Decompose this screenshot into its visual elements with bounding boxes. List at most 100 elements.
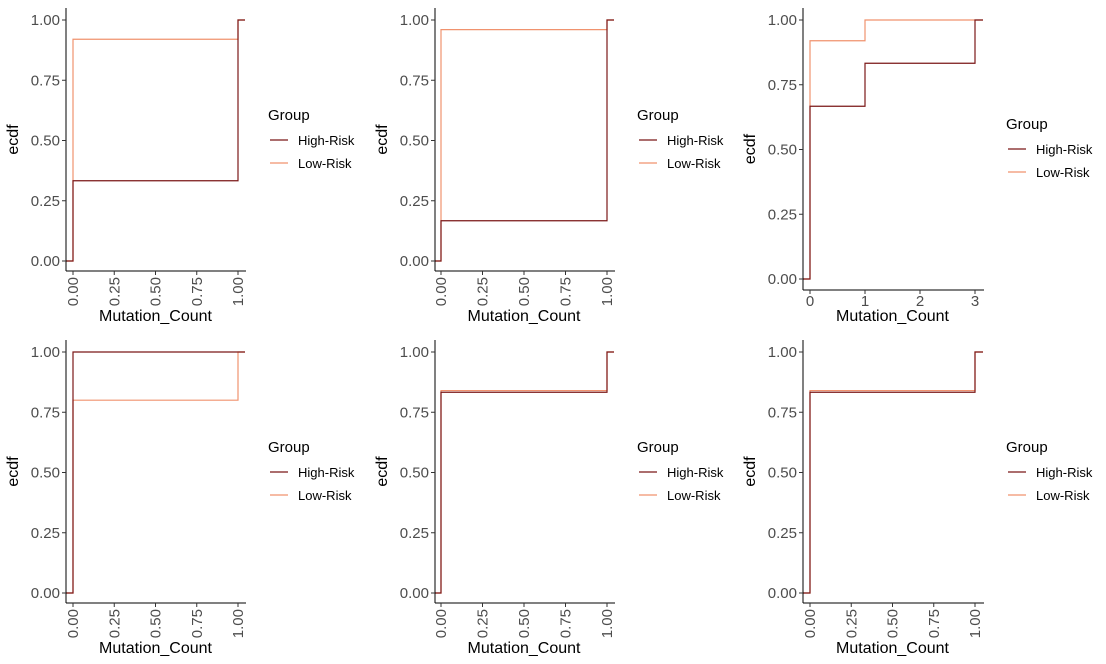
x-tick-label: 0.75	[189, 609, 206, 638]
x-tick-label: 0.00	[433, 277, 450, 306]
y-tick-label: 0.25	[400, 525, 429, 542]
y-tick-label: 0.25	[768, 525, 797, 542]
series-line-low-risk	[66, 19, 245, 262]
x-tick-label: 0.50	[516, 609, 533, 638]
series-line-low-risk	[803, 351, 983, 594]
x-tick-label: 0.25	[106, 609, 123, 638]
series-line-high-risk	[435, 351, 614, 594]
x-tick-label: 0.00	[433, 609, 450, 638]
legend-label: High-Risk	[1036, 142, 1093, 157]
y-tick-label: 1.00	[400, 344, 429, 361]
legend-label: Low-Risk	[1036, 165, 1090, 180]
x-axis-title: Mutation_Count	[468, 640, 582, 657]
ecdf-panel-5: 0.00 0.25 0.50 0.75 1.00 0.00 0.25 0.50 0.75 1.00…	[374, 340, 724, 657]
legend-title: Group	[1006, 116, 1048, 133]
x-tick-label: 0.75	[558, 609, 575, 638]
x-tick-label: 0.25	[475, 277, 492, 306]
y-tick-label: 0.25	[400, 193, 429, 210]
ecdf-panel-2: 0.00 0.25 0.50 0.75 1.00 0.00 0.25 0.50 0.75 1.00…	[374, 8, 724, 325]
legend-label: Low-Risk	[1036, 488, 1090, 503]
legend-title: Group	[637, 439, 679, 456]
x-tick-label: 0.50	[148, 609, 165, 638]
y-tick-label: 0.75	[31, 404, 60, 421]
x-tick-label: 0.50	[516, 277, 533, 306]
y-axis-title: ecdf	[374, 124, 391, 155]
series-line-high-risk	[66, 351, 245, 594]
y-tick-label: 0.25	[31, 525, 60, 542]
y-tick-label: 1.00	[400, 12, 429, 29]
x-tick-label: 0.75	[926, 609, 943, 638]
y-tick-label: 0.75	[768, 404, 797, 421]
legend: Group High-Risk Low-Risk	[268, 107, 355, 171]
series-line-high-risk	[435, 19, 614, 262]
y-tick-label: 0.25	[31, 193, 60, 210]
x-tick-label: 0.50	[885, 609, 902, 638]
x-axis-title: Mutation_Count	[99, 308, 213, 325]
series-line-high-risk	[66, 19, 245, 262]
ecdf-panel-3: 0.00 0.25 0.50 0.75 1.00 0 1 2 3 Mutation_Count ec…	[742, 8, 1093, 325]
y-tick-label: 0.00	[31, 253, 60, 270]
series-line-low-risk	[435, 19, 614, 262]
y-tick-label: 1.00	[31, 12, 60, 29]
y-axis-title: ecdf	[5, 124, 22, 155]
x-axis-title: Mutation_Count	[99, 640, 213, 657]
legend-label: High-Risk	[298, 133, 355, 148]
x-tick-label: 2	[916, 293, 924, 310]
y-tick-label: 0.00	[400, 585, 429, 602]
legend: Group High-Risk Low-Risk	[268, 439, 355, 503]
y-tick-label: 0.25	[768, 206, 797, 223]
x-tick-label: 0.75	[558, 277, 575, 306]
y-axis-title: ecdf	[374, 456, 391, 487]
x-tick-label: 1.00	[967, 609, 984, 638]
x-tick-label: 0.00	[65, 609, 82, 638]
ecdf-panel-6: 0.00 0.25 0.50 0.75 1.00 0.00 0.25 0.50 0.75 1.00…	[742, 340, 1093, 657]
x-tick-label: 0.25	[843, 609, 860, 638]
x-tick-label: 1.00	[230, 277, 247, 306]
legend-label: High-Risk	[667, 465, 724, 480]
legend-label: High-Risk	[298, 465, 355, 480]
x-tick-label: 0.50	[148, 277, 165, 306]
legend-label: Low-Risk	[667, 488, 721, 503]
y-axis-title: ecdf	[742, 133, 759, 164]
x-tick-label: 0.00	[65, 277, 82, 306]
x-tick-label: 0.25	[475, 609, 492, 638]
legend: Group High-Risk Low-Risk	[637, 439, 724, 503]
ecdf-panel-1: 0.00 0.25 0.50 0.75 1.00 0.00 0.25 0.50 0.75 1.00…	[5, 8, 355, 325]
y-tick-label: 0.00	[31, 585, 60, 602]
x-tick-label: 0.25	[106, 277, 123, 306]
y-tick-label: 1.00	[768, 12, 797, 29]
legend-label: High-Risk	[667, 133, 724, 148]
y-axis-title: ecdf	[5, 456, 22, 487]
y-tick-label: 0.50	[400, 133, 429, 150]
y-tick-label: 0.50	[768, 142, 797, 159]
legend-label: Low-Risk	[667, 156, 721, 171]
x-tick-label: 1.00	[230, 609, 247, 638]
x-tick-label: 1.00	[599, 277, 616, 306]
y-tick-label: 0.50	[31, 133, 60, 150]
series-line-low-risk	[66, 351, 245, 594]
legend: Group High-Risk Low-Risk	[1006, 439, 1093, 503]
y-tick-label: 0.50	[768, 465, 797, 482]
legend-title: Group	[637, 107, 679, 124]
series-line-high-risk	[803, 351, 983, 594]
legend-title: Group	[268, 439, 310, 456]
legend-title: Group	[268, 107, 310, 124]
x-tick-label: 0.00	[802, 609, 819, 638]
y-tick-label: 0.75	[768, 77, 797, 94]
y-tick-label: 0.75	[31, 72, 60, 89]
x-tick-label: 1.00	[599, 609, 616, 638]
y-tick-label: 0.00	[768, 271, 797, 288]
series-line-low-risk	[803, 19, 983, 280]
y-tick-label: 0.75	[400, 404, 429, 421]
legend-label: High-Risk	[1036, 465, 1093, 480]
y-tick-label: 0.00	[768, 585, 797, 602]
x-tick-label: 0	[806, 293, 814, 310]
legend-title: Group	[1006, 439, 1048, 456]
y-tick-label: 1.00	[768, 344, 797, 361]
legend: Group High-Risk Low-Risk	[1006, 116, 1093, 180]
y-tick-label: 1.00	[31, 344, 60, 361]
y-axis-title: ecdf	[742, 456, 759, 487]
series-line-high-risk	[803, 19, 983, 280]
x-tick-label: 1	[861, 293, 869, 310]
